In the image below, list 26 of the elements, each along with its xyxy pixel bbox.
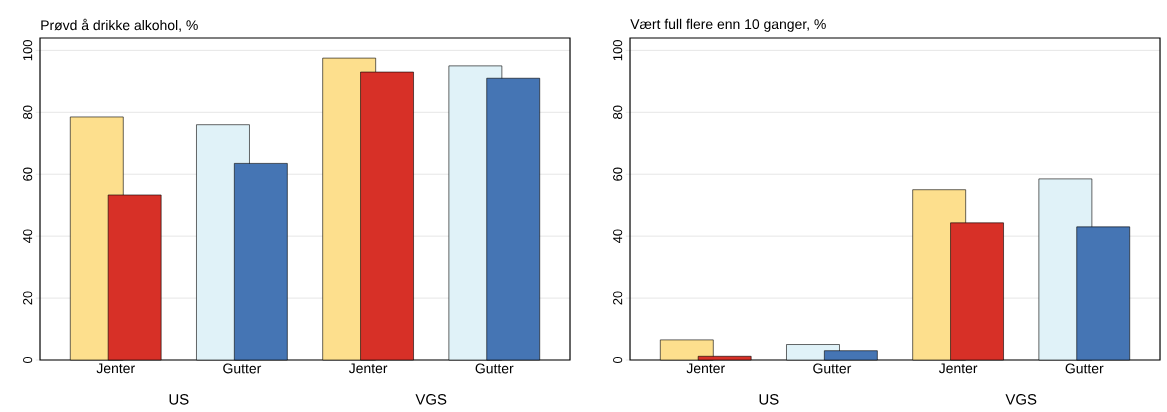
y-tick-label: 60 <box>613 167 623 181</box>
y-tick-label: 20 <box>23 291 33 305</box>
y-tick-label: 20 <box>613 291 623 305</box>
x-tick-label: Gutter <box>475 363 514 374</box>
text: VGS <box>415 394 447 405</box>
y-tick-label: 100 <box>23 40 33 61</box>
y-tick-label: 80 <box>23 105 33 119</box>
y-tick-label: 0 <box>613 356 623 364</box>
text: VGS <box>1005 394 1037 405</box>
text: US <box>169 394 189 405</box>
y-tick-label: 0 <box>23 356 33 364</box>
chart-title: Vært full flere enn 10 ganger, % <box>630 18 826 32</box>
x-tick-label: Jenter <box>686 363 725 374</box>
chart-title: Prøvd å drikke alkohol, % <box>41 18 198 32</box>
y-tick-label: 100 <box>613 40 623 61</box>
x-tick-label: Gutter <box>1065 363 1104 374</box>
y-tick-label: 40 <box>613 229 623 244</box>
text: US <box>759 394 779 405</box>
y-tick-label: 80 <box>613 105 623 119</box>
y-tick-label: 60 <box>23 167 33 181</box>
x-tick-label: Gutter <box>813 363 852 374</box>
x-tick-label: Jenter <box>938 363 978 374</box>
x-tick-label: Jenter <box>348 363 388 374</box>
x-tick-label: Gutter <box>223 363 262 374</box>
x-tick-label: Jenter <box>96 363 135 374</box>
y-tick-label: 40 <box>23 229 33 244</box>
